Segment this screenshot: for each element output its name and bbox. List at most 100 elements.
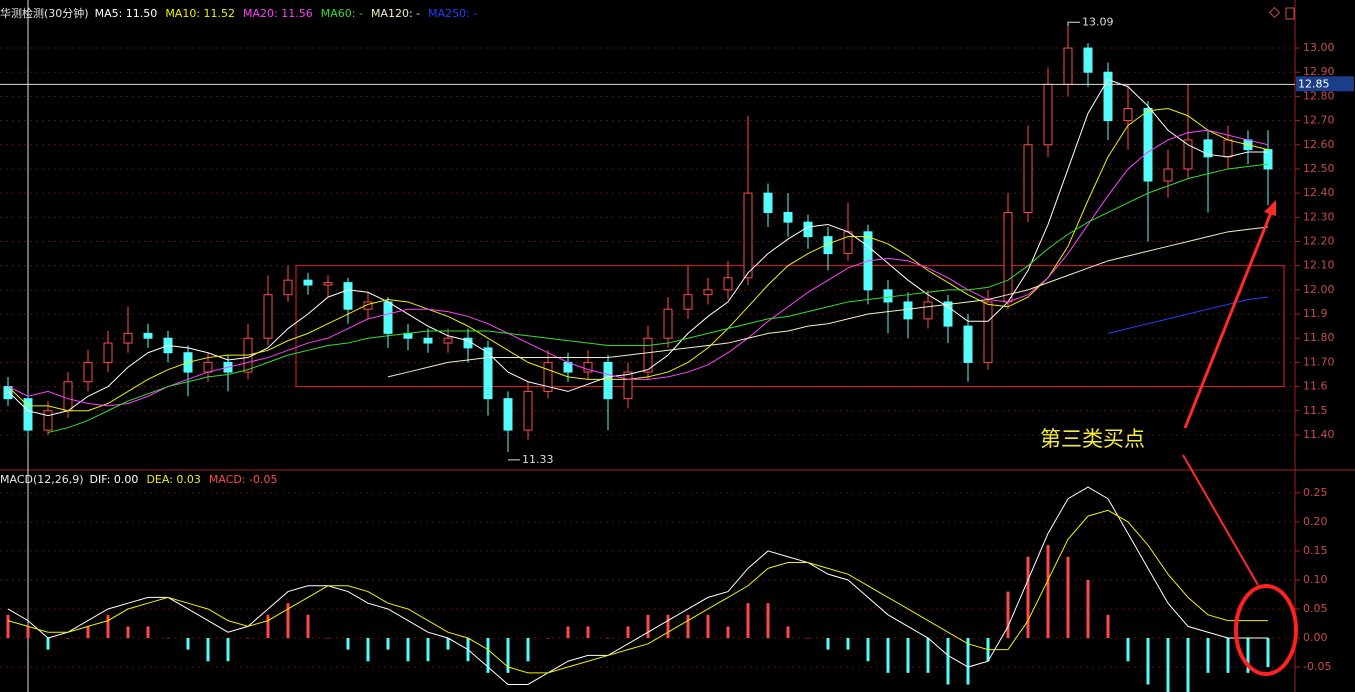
macd-bar — [586, 626, 590, 639]
candle-body — [823, 236, 833, 255]
candle-body — [763, 192, 773, 213]
candle-body — [303, 279, 313, 286]
candle-body — [1123, 107, 1133, 122]
icon-diamond[interactable] — [1268, 6, 1281, 19]
candle-body — [1203, 139, 1213, 158]
macd-bar — [246, 638, 250, 639]
icon-window[interactable] — [1285, 7, 1295, 20]
macd-bar — [266, 614, 270, 639]
macd-bar — [886, 638, 890, 673]
macd-bar — [226, 638, 230, 662]
ma-line — [47, 163, 1269, 434]
macd-bar — [846, 638, 850, 650]
price-tag-label: 12.85 — [1298, 77, 1330, 90]
legend-entry: MA5: 11.50 — [95, 7, 158, 20]
pane-title: MACD(12,26,9) — [0, 473, 84, 486]
y-tick-label: 12.70 — [1303, 114, 1335, 127]
candle-body — [883, 289, 893, 303]
min-label: 11.33 — [522, 453, 554, 466]
macd-bar — [446, 638, 450, 650]
candle-body — [523, 390, 533, 431]
ma-line — [7, 486, 1268, 685]
legend-entry: MACD: -0.05 — [209, 473, 278, 486]
legend-entry: MA120: - — [371, 7, 420, 20]
macd-bar — [486, 638, 490, 673]
arrow-head — [1264, 200, 1276, 216]
candle-body — [663, 308, 673, 339]
macd-bar — [106, 614, 110, 639]
range-box — [295, 265, 1285, 388]
macd-bar — [566, 626, 570, 639]
macd-bar — [406, 638, 410, 662]
y-tick-label: 12.00 — [1303, 283, 1335, 296]
candle-body — [1183, 139, 1193, 170]
macd-bar — [606, 638, 610, 639]
candle-body — [1023, 144, 1033, 213]
macd-bar — [306, 614, 310, 639]
macd-bar — [166, 638, 170, 639]
candle-body — [583, 361, 593, 373]
y-tick-label: 0.20 — [1303, 515, 1328, 528]
candle-body — [1043, 83, 1053, 146]
candle-body — [1143, 107, 1153, 182]
candle-body — [1063, 47, 1073, 85]
macd-bar — [346, 638, 350, 650]
macd-bar — [626, 626, 630, 639]
y-tick-label: 11.40 — [1303, 428, 1335, 441]
y-tick-label: 0.05 — [1303, 602, 1328, 615]
candle-body — [63, 381, 73, 412]
candle-body — [103, 342, 113, 363]
macd-bar — [1166, 638, 1170, 692]
macd-bar — [946, 638, 950, 685]
candle-body — [903, 301, 913, 320]
y-tick-label: 12.30 — [1303, 210, 1335, 223]
candle-body — [363, 301, 373, 310]
plot-layer: 11.40 11.5 11.6 11.70 11.80 11.9 12.00 12.10 12.… — [0, 6, 1354, 692]
y-tick-label: 12.10 — [1303, 259, 1335, 272]
legend-entry: MA250: - — [428, 7, 477, 20]
candle-body — [1103, 71, 1113, 122]
legend-entry: DEA: 0.03 — [146, 473, 200, 486]
macd-bar — [1146, 638, 1150, 685]
y-tick-label: 0.00 — [1303, 631, 1328, 644]
macd-bar — [1086, 579, 1090, 639]
pane-title: 华测检测(30分钟) — [0, 6, 89, 20]
macd-bar — [26, 626, 30, 639]
macd-bar — [526, 638, 530, 662]
y-tick-label: 11.6 — [1303, 380, 1328, 393]
y-tick-label: 13.00 — [1303, 41, 1335, 54]
macd-bar — [866, 638, 870, 662]
annotation: 第三类买点 — [1040, 427, 1145, 451]
y-tick-label: 12.50 — [1303, 162, 1335, 175]
candle-body — [803, 221, 813, 238]
macd-bar — [686, 614, 690, 639]
y-tick-label: 12.20 — [1303, 234, 1335, 247]
macd-bar — [1246, 638, 1250, 673]
highlight-ellipse — [1234, 584, 1298, 676]
macd-bar — [926, 638, 930, 673]
y-tick-label: 0.15 — [1303, 544, 1328, 557]
candle-body — [683, 294, 693, 310]
legend-entry: MA10: 11.52 — [165, 7, 235, 20]
candle-body — [143, 332, 153, 339]
y-tick-label: 12.60 — [1303, 138, 1335, 151]
macd-bar — [546, 638, 550, 639]
macd-bar — [726, 626, 730, 639]
macd-bar — [786, 626, 790, 639]
macd-bar — [706, 614, 710, 639]
candle-body — [543, 361, 553, 392]
candle-body — [723, 277, 733, 291]
macd-bar — [66, 638, 70, 639]
legend-entry: DIF: 0.00 — [90, 473, 139, 486]
candle-body — [423, 337, 433, 344]
macd-bar — [146, 626, 150, 639]
candle-body — [623, 371, 633, 400]
macd-bar — [126, 626, 130, 639]
macd-bar — [1006, 591, 1010, 639]
macd-bar — [966, 638, 970, 685]
y-tick-label: 11.9 — [1303, 307, 1328, 320]
macd-bar — [386, 638, 390, 650]
y-tick-label: -0.05 — [1303, 660, 1331, 673]
